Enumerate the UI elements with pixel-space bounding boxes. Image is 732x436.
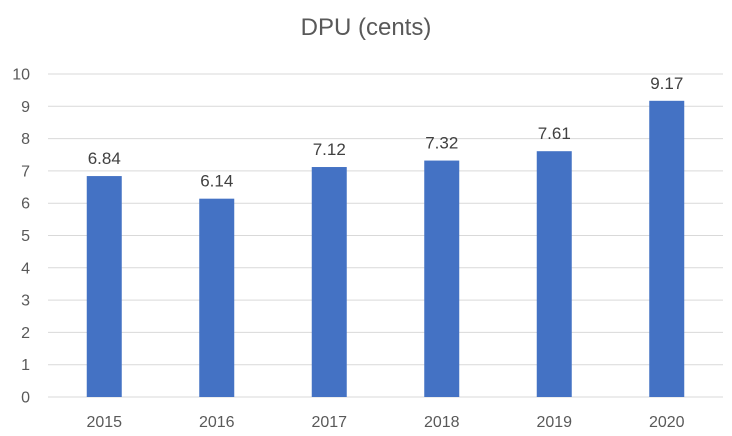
data-label-2020: 9.17 (650, 74, 683, 93)
bar-2016 (199, 198, 235, 397)
y-tick-label: 6 (21, 196, 30, 213)
x-tick-label-2018: 2018 (424, 414, 460, 431)
x-axis-ticks: 2015 2016 2017 2018 2019 2020 (86, 414, 684, 431)
bar-2020 (649, 100, 685, 398)
data-label-2016: 6.14 (200, 172, 233, 191)
bar-2015 (86, 176, 122, 397)
bar-2019 (536, 151, 572, 397)
y-tick-label: 1 (21, 357, 30, 374)
y-tick-label: 0 (21, 390, 30, 407)
y-tick-label: 2 (21, 325, 30, 342)
chart-title: DPU (cents) (300, 14, 432, 41)
data-label-2018: 7.32 (425, 134, 458, 153)
data-label-2015: 6.84 (88, 149, 121, 168)
y-tick-label: 8 (21, 131, 30, 148)
data-label-2017: 7.12 (313, 140, 346, 159)
y-tick-label: 3 (21, 293, 30, 310)
y-tick-label: 5 (21, 228, 30, 245)
bar-2017 (311, 167, 347, 397)
data-labels: 6.84 6.14 7.12 7.32 7.61 9.17 (88, 74, 684, 191)
gridlines (48, 73, 723, 398)
x-tick-label-2020: 2020 (649, 414, 685, 431)
bars (86, 100, 685, 398)
y-tick-label: 9 (21, 99, 30, 116)
y-tick-label: 10 (12, 67, 30, 84)
data-label-2019: 7.61 (538, 124, 571, 143)
x-tick-label-2017: 2017 (311, 414, 347, 431)
x-tick-label-2016: 2016 (199, 414, 235, 431)
x-tick-label-2015: 2015 (86, 414, 122, 431)
bar-2018 (424, 160, 460, 397)
x-tick-label-2019: 2019 (536, 414, 572, 431)
y-tick-label: 4 (21, 260, 30, 277)
y-axis-ticks: 0 1 2 3 4 5 6 7 8 9 10 (12, 67, 30, 407)
y-tick-label: 7 (21, 163, 30, 180)
